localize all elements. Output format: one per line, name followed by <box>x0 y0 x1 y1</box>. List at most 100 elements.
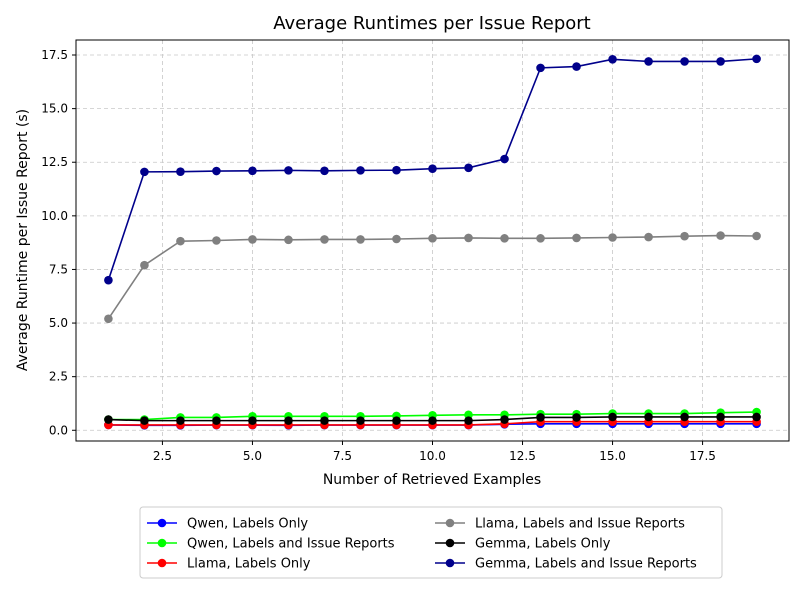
y-axis-label: Average Runtime per Issue Report (s) <box>15 109 31 371</box>
legend-label: Llama, Labels and Issue Reports <box>475 517 685 532</box>
series-lines <box>104 54 761 430</box>
data-point <box>608 54 617 64</box>
legend-marker <box>445 518 455 528</box>
y-tick-label: 10.0 <box>41 209 68 223</box>
x-tick-label: 7.5 <box>333 449 352 463</box>
data-point <box>140 260 149 270</box>
x-tick-label: 15.0 <box>599 449 626 463</box>
data-point <box>572 62 581 71</box>
data-point <box>536 63 545 73</box>
legend-item: Llama, Labels and Issue Reports <box>435 517 685 532</box>
data-point <box>392 165 401 175</box>
data-point <box>104 314 113 324</box>
legend-label: Llama, Labels Only <box>187 557 311 572</box>
data-point <box>212 166 221 176</box>
x-axis-label: Number of Retrieved Examples <box>323 472 541 488</box>
x-tick-label: 5.0 <box>243 449 262 463</box>
data-point <box>428 164 437 173</box>
y-tick-label: 12.5 <box>41 155 68 169</box>
legend-items: Qwen, Labels Only Qwen, Labels and Issue … <box>147 517 697 572</box>
data-point <box>716 231 725 240</box>
x-tick-label: 10.0 <box>419 449 446 463</box>
legend-item: Llama, Labels Only <box>147 557 311 572</box>
data-point <box>140 416 149 425</box>
legend: Qwen, Labels Only Qwen, Labels and Issue … <box>139 506 723 579</box>
legend-item: Qwen, Labels Only <box>147 517 308 532</box>
data-point <box>644 412 653 422</box>
legend-marker <box>445 538 455 548</box>
data-point <box>140 167 149 177</box>
x-tick-label: 17.5 <box>689 449 716 463</box>
y-tick-label: 7.5 <box>49 262 68 276</box>
chart-title: Average Runtimes per Issue Report <box>273 13 590 34</box>
data-point <box>464 233 473 243</box>
y-tick-label: 17.5 <box>41 48 68 62</box>
legend-marker <box>157 538 167 548</box>
data-point <box>356 235 365 244</box>
data-point <box>500 234 509 243</box>
data-point <box>248 416 257 425</box>
y-tick-label: 15.0 <box>41 102 68 116</box>
data-point <box>716 57 725 66</box>
data-point <box>752 231 761 241</box>
data-point <box>284 235 293 245</box>
data-point <box>680 412 689 422</box>
data-point <box>500 154 509 164</box>
grid-lines <box>76 40 789 441</box>
data-point <box>464 163 473 173</box>
legend-marker <box>157 558 167 568</box>
data-point <box>212 416 221 425</box>
data-point <box>428 416 437 425</box>
series-4 <box>104 412 761 425</box>
legend-marker <box>157 518 167 528</box>
legend-item: Gemma, Labels Only <box>435 537 611 552</box>
legend-marker <box>445 558 455 568</box>
data-point <box>320 166 329 176</box>
data-point <box>572 413 581 422</box>
data-point <box>752 412 761 422</box>
data-point <box>320 235 329 244</box>
axis-ticks: 2.5 5.0 7.5 10.0 12.5 15.0 17.5 0.0 2.5 5.0 7.5 10.… <box>41 48 716 463</box>
data-point <box>176 416 185 425</box>
legend-label: Qwen, Labels Only <box>187 517 308 532</box>
data-point <box>572 233 581 243</box>
data-point <box>644 57 653 66</box>
data-point <box>752 54 761 64</box>
data-point <box>608 233 617 242</box>
data-point <box>536 234 545 243</box>
data-point <box>680 57 689 66</box>
data-point <box>356 166 365 175</box>
legend-item: Gemma, Labels and Issue Reports <box>435 557 697 572</box>
data-point <box>716 412 725 422</box>
data-point <box>284 166 293 175</box>
data-point <box>500 415 509 424</box>
data-point <box>428 234 437 243</box>
data-point <box>176 236 185 246</box>
data-point <box>320 416 329 425</box>
data-point <box>464 416 473 425</box>
data-point <box>392 234 401 244</box>
series-5 <box>104 54 761 285</box>
data-point <box>248 235 257 244</box>
data-point <box>176 167 185 176</box>
data-point <box>680 231 689 241</box>
data-point <box>248 166 257 176</box>
data-point <box>644 232 653 242</box>
data-point <box>104 415 113 424</box>
data-point <box>212 236 221 245</box>
data-point <box>392 416 401 425</box>
x-tick-label: 12.5 <box>509 449 536 463</box>
legend-label: Qwen, Labels and Issue Reports <box>187 537 395 552</box>
legend-box <box>139 506 723 579</box>
y-tick-label: 2.5 <box>49 370 68 384</box>
data-point <box>104 275 113 285</box>
data-point <box>284 416 293 425</box>
legend-label: Gemma, Labels Only <box>475 537 611 552</box>
legend-item: Qwen, Labels and Issue Reports <box>147 537 395 552</box>
y-tick-label: 5.0 <box>49 316 68 330</box>
x-tick-label: 2.5 <box>153 449 172 463</box>
legend-label: Gemma, Labels and Issue Reports <box>475 557 697 572</box>
data-point <box>356 416 365 425</box>
data-point <box>536 413 545 422</box>
